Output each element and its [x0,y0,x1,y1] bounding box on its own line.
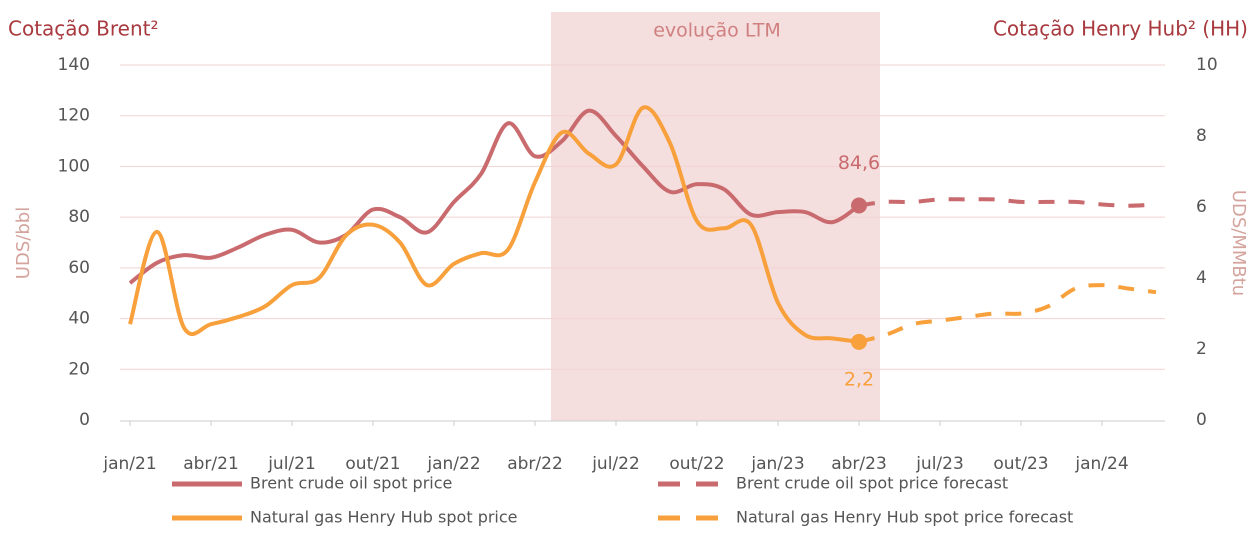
y-tick-label: 20 [68,359,90,379]
series-line [128,108,861,285]
x-tick-label: jan/23 [750,454,804,474]
y-tick-label: 140 [58,55,90,75]
series-line [858,197,1157,208]
x-tick-label: jan/22 [426,454,480,474]
data-label: 2,2 [844,368,874,390]
x-tick-label: jul/21 [267,454,316,474]
y-tick-label: 80 [68,207,90,227]
x-tick-label: abr/23 [831,454,887,474]
y2-tick-label: 4 [1196,268,1207,288]
x-tick-label: out/22 [669,454,724,474]
y2-tick-label: 6 [1196,197,1207,217]
right-title: Cotação Henry Hub² (HH) [993,17,1248,41]
data-label: 84,6 [838,152,880,174]
y-tick-label: 120 [58,106,90,126]
legend-label: Natural gas Henry Hub spot price [250,508,518,527]
y-tick-label: 40 [68,309,90,329]
series-line [128,105,860,344]
x-tick-label: abr/21 [183,454,239,474]
y-tick-label: 60 [68,258,90,278]
y2-axis-label: UDS/MMBtu [1228,190,1249,296]
x-tick-label: out/23 [993,454,1048,474]
x-tick-label: jan/21 [102,454,156,474]
ltm-highlight [551,12,880,421]
series-line [858,283,1157,344]
y-tick-label: 0 [79,410,90,430]
x-tick-label: jul/22 [591,454,640,474]
legend-label: Brent crude oil spot price forecast [736,474,1008,493]
x-tick-label: abr/22 [507,454,563,474]
x-tick-label: out/21 [345,454,400,474]
left-title: Cotação Brent² [8,17,159,41]
legend-label: Brent crude oil spot price [250,474,452,493]
y-tick-label: 100 [58,156,90,176]
legend-label: Natural gas Henry Hub spot price forecas… [736,508,1073,527]
x-tick-label: jul/23 [915,454,964,474]
y2-tick-label: 2 [1196,339,1207,359]
highlight-label: evolução LTM [653,20,781,42]
y2-tick-label: 8 [1196,126,1207,146]
y2-tick-label: 0 [1196,410,1207,430]
y-axis-label: UDS/bbl [13,207,34,279]
y2-tick-label: 10 [1196,55,1218,75]
x-tick-label: jan/24 [1074,454,1128,474]
